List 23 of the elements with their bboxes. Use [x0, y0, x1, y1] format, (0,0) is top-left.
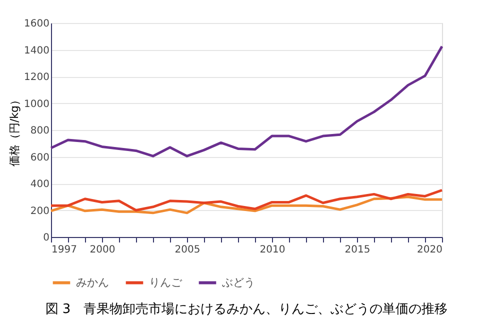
y-tick-label: 800 [30, 126, 50, 136]
legend-label: りんご [149, 276, 183, 289]
line-series [50, 188, 444, 212]
x-tick-label: 2010 [260, 244, 286, 256]
y-tick-label: 0 [43, 232, 50, 244]
x-tick-label: 1997 [52, 244, 77, 256]
x-tick-label: 2020 [417, 244, 442, 256]
x-tick-label: 2015 [344, 244, 370, 256]
legend-label: ぶどう [222, 276, 255, 289]
y-tick-label: 1600 [24, 18, 50, 30]
line-series [50, 196, 444, 214]
y-tick-label: 1200 [24, 72, 50, 83]
line-series [50, 45, 444, 158]
caption: 図 3 青果物卸売市場におけるみかん、りんご、ぶどうの単価の推移 [45, 302, 448, 317]
y-axis-title: 価格（円/kg） [8, 94, 22, 167]
legend-label: みかん [76, 276, 109, 289]
x-tick-label: 2005 [174, 244, 200, 256]
y-tick-label: 200 [30, 206, 50, 217]
y-tick-label: 1000 [24, 98, 50, 110]
y-tick-label: 1400 [24, 45, 50, 56]
y-tick-label: 400 [30, 179, 50, 190]
x-tick-label: 2000 [90, 244, 116, 256]
y-tick-label: 600 [30, 152, 50, 164]
